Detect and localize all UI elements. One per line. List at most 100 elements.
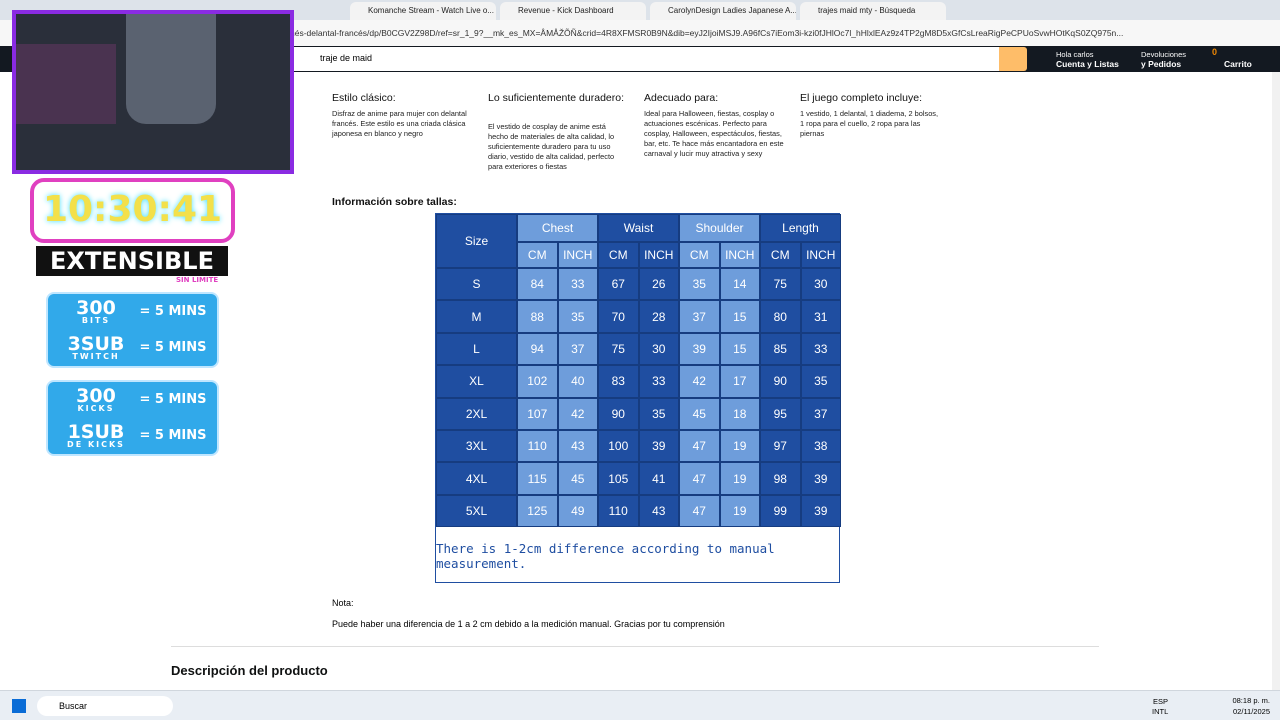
- size-value: 125: [517, 494, 558, 528]
- lang: ESP: [1153, 697, 1169, 706]
- promo-amount: 300: [76, 297, 116, 319]
- greeting: Hola carlos: [1056, 50, 1094, 59]
- background-shelf: [16, 44, 116, 124]
- size-value: 75: [760, 268, 801, 301]
- table-footnote: There is 1-2cm difference according to m…: [436, 540, 775, 571]
- unit-header: INCH: [719, 242, 760, 268]
- taskbar-search[interactable]: Buscar: [37, 696, 173, 716]
- search-button[interactable]: [999, 47, 1027, 71]
- size-value: 45: [679, 397, 720, 430]
- size-value: 85: [760, 332, 801, 366]
- taskbar: Buscar ESP INTL 08:18 p. m. 02/11/2025: [0, 690, 1280, 720]
- size-value: 33: [638, 365, 679, 398]
- size-value: 35: [800, 365, 841, 398]
- size-label: 5XL: [436, 494, 517, 528]
- search-box[interactable]: traje de maid: [290, 47, 1000, 71]
- returns[interactable]: Devoluciones: [1141, 50, 1187, 59]
- size-value: 67: [598, 268, 639, 301]
- size-value: 31: [800, 300, 841, 333]
- size-value: 39: [800, 462, 841, 495]
- account[interactable]: Cuenta y Listas: [1056, 59, 1119, 69]
- unit-header: CM: [679, 242, 720, 268]
- size-value: 39: [800, 494, 841, 528]
- size-value: 41: [638, 462, 679, 495]
- feature-title: Adecuado para:: [644, 92, 719, 104]
- content: Información sobre tallas: Nota: Puede ha…: [0, 72, 1272, 690]
- unit-header: CM: [517, 242, 558, 268]
- size-value: 37: [557, 332, 598, 366]
- person: [126, 14, 216, 124]
- tab[interactable]: trajes maid mty - Búsqueda: [800, 2, 946, 20]
- promo-amount: 1SUB: [67, 421, 125, 443]
- description-heading: Descripción del producto: [171, 663, 328, 678]
- size-value: 15: [719, 332, 760, 366]
- stream-overlay: 10:30:41 EXTENSIBLE SIN LIMITE 300 BITS = …: [0, 0, 300, 470]
- group-header: Length: [760, 214, 841, 242]
- size-label: M: [436, 300, 517, 333]
- twitch-box: 300 BITS = 5 MINS 3SUB TWITCH = 5 MINS: [46, 292, 219, 368]
- group-header: Chest: [517, 214, 598, 242]
- size-header: Size: [436, 214, 517, 268]
- size-value: 42: [679, 365, 720, 398]
- size-value: 102: [517, 365, 558, 398]
- unit-header: CM: [760, 242, 801, 268]
- size-value: 90: [598, 397, 639, 430]
- promo-rate: = 5 MINS: [139, 340, 207, 355]
- unit-header: INCH: [800, 242, 841, 268]
- size-value: 30: [638, 332, 679, 366]
- size-label: L: [436, 332, 517, 366]
- url[interactable]: nés-delantal-francés/dp/B0CGV2Z98D/ref=s…: [290, 28, 1124, 38]
- unit-header: INCH: [557, 242, 598, 268]
- size-value: 19: [719, 430, 760, 463]
- size-value: 42: [557, 397, 598, 430]
- size-value: 47: [679, 430, 720, 463]
- orders[interactable]: y Pedidos: [1141, 59, 1182, 69]
- scrollbar[interactable]: [1272, 72, 1280, 690]
- feature-title: Estilo clásico:: [332, 92, 396, 104]
- size-value: 38: [800, 430, 841, 463]
- tab[interactable]: Komanche Stream - Watch Live o...: [350, 2, 496, 20]
- size-label: 4XL: [436, 462, 517, 495]
- size-value: 19: [719, 494, 760, 528]
- size-value: 39: [679, 332, 720, 366]
- size-heading: Información sobre tallas:: [332, 196, 457, 208]
- feature-title: El juego completo incluye:: [800, 92, 922, 104]
- size-value: 75: [598, 332, 639, 366]
- size-value: 35: [679, 268, 720, 301]
- size-value: 35: [638, 397, 679, 430]
- promo-unit: BITS: [81, 316, 111, 325]
- lang-layout: INTL: [1152, 707, 1169, 716]
- promo-unit: TWITCH: [72, 352, 120, 361]
- cart[interactable]: Carrito: [1224, 59, 1252, 69]
- size-value: 33: [557, 268, 598, 301]
- size-value: 26: [638, 268, 679, 301]
- cart-count: 0: [1212, 47, 1218, 57]
- size-value: 37: [800, 397, 841, 430]
- kick-box: 300 KICKS = 5 MINS 1SUB DE KICKS = 5 MINS: [46, 380, 219, 456]
- start-button[interactable]: [12, 699, 26, 713]
- size-value: 14: [719, 268, 760, 301]
- clock-time: 08:18 p. m.: [1232, 696, 1270, 705]
- tab[interactable]: Revenue - Kick Dashboard: [500, 2, 646, 20]
- size-value: 47: [679, 462, 720, 495]
- size-value: 88: [517, 300, 558, 333]
- unit-header: CM: [598, 242, 639, 268]
- timer: 10:30:41: [30, 178, 235, 243]
- size-value: 107: [517, 397, 558, 430]
- size-label: 3XL: [436, 430, 517, 463]
- size-value: 110: [598, 494, 639, 528]
- size-value: 28: [638, 300, 679, 333]
- clock-date: 02/11/2025: [1233, 707, 1270, 716]
- size-value: 43: [638, 494, 679, 528]
- size-value: 110: [517, 430, 558, 463]
- divider: [171, 646, 1099, 647]
- size-table: Size Chest Waist Shoulder Length CM INCH CM INCH…: [435, 213, 841, 583]
- sin-limite: SIN LIMITE: [176, 276, 219, 284]
- feature-text: Disfraz de anime para mujer con delantal…: [332, 109, 467, 138]
- size-value: 98: [760, 462, 801, 495]
- tab[interactable]: CarolynDesign Ladies Japanese A...: [650, 2, 796, 20]
- size-label: S: [436, 268, 517, 301]
- size-value: 70: [598, 300, 639, 333]
